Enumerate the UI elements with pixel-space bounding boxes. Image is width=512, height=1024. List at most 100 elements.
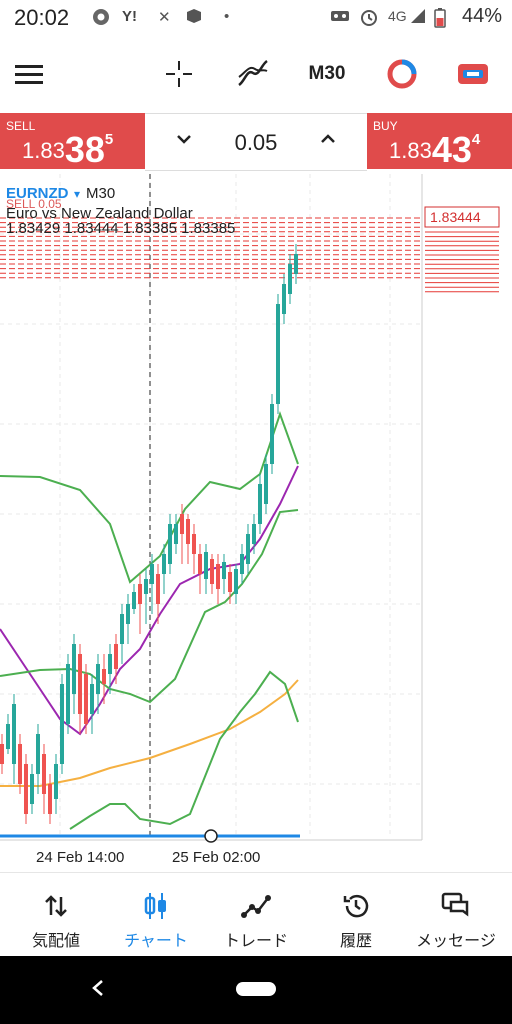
time-label-2: 25 Feb 02:00 bbox=[172, 849, 260, 864]
candle-body bbox=[120, 614, 124, 644]
candle-body bbox=[222, 562, 226, 579]
candle-body bbox=[108, 654, 112, 674]
candle-body bbox=[264, 464, 268, 504]
buy-label: BUY bbox=[373, 119, 398, 133]
timeframe-button[interactable]: M30 bbox=[308, 63, 346, 84]
price-chart[interactable]: EURNZD ▾ M30 Euro vs New Zealand Dollar … bbox=[0, 174, 512, 864]
volume-increase-button[interactable] bbox=[319, 130, 337, 153]
volume-decrease-button[interactable] bbox=[175, 130, 193, 153]
chart-drag-handle[interactable] bbox=[204, 829, 218, 843]
signal-icon bbox=[410, 8, 426, 28]
chevron-down-icon bbox=[177, 135, 191, 144]
nav-messages[interactable]: メッセージ bbox=[406, 873, 506, 957]
candle-body bbox=[66, 664, 70, 724]
nav-history-label: 履歴 bbox=[339, 933, 372, 950]
candle-body bbox=[36, 734, 40, 774]
system-navigation-bar bbox=[0, 956, 512, 1024]
symbol-dropdown-icon[interactable]: ▾ bbox=[74, 187, 80, 201]
bollinger-middle-band bbox=[0, 465, 299, 736]
candle-body bbox=[246, 534, 250, 564]
candle-body bbox=[126, 604, 130, 624]
messages-icon bbox=[406, 889, 506, 923]
battery-icon bbox=[434, 8, 446, 32]
sell-price-big: 38 bbox=[64, 129, 105, 170]
indicators-button[interactable] bbox=[236, 58, 270, 90]
bottom-navigation: 気配値 チャート トレード 履歴 メッセージ bbox=[0, 872, 512, 957]
alarm-icon bbox=[360, 8, 378, 30]
time-label-1: 24 Feb 14:00 bbox=[36, 849, 124, 864]
volume-value[interactable]: 0.05 bbox=[234, 130, 278, 155]
candle-body bbox=[24, 764, 28, 814]
candle-body bbox=[168, 524, 172, 564]
trade-icon bbox=[458, 64, 488, 84]
candle-body bbox=[294, 254, 298, 274]
chart-icon bbox=[106, 889, 206, 923]
dot-icon: • bbox=[224, 8, 230, 25]
candle-body bbox=[0, 744, 4, 764]
candle-body bbox=[210, 559, 214, 584]
nav-trade-label: トレード bbox=[223, 933, 288, 950]
candle-body bbox=[270, 404, 274, 464]
nav-trade[interactable]: トレード bbox=[206, 873, 306, 957]
chart-ohlc: 1.83429 1.83444 1.83385 1.83385 bbox=[6, 220, 235, 237]
candle-body bbox=[96, 664, 100, 694]
candle-body bbox=[12, 704, 16, 764]
objects-icon bbox=[387, 59, 417, 89]
menu-button[interactable] bbox=[14, 58, 44, 90]
candle-body bbox=[54, 764, 58, 799]
candle-body bbox=[144, 579, 148, 594]
candle-body bbox=[114, 644, 118, 669]
nav-quotes[interactable]: 気配値 bbox=[6, 873, 106, 957]
chart-symbol: EURNZD bbox=[6, 185, 69, 202]
indicators-icon bbox=[238, 59, 268, 87]
candle-body bbox=[6, 724, 10, 749]
candle-body bbox=[276, 304, 280, 404]
crosshair-icon bbox=[166, 61, 192, 87]
current-price-box bbox=[424, 206, 500, 228]
candle-body bbox=[156, 574, 160, 604]
candle-body bbox=[84, 674, 88, 724]
nav-chart[interactable]: チャート bbox=[106, 873, 206, 957]
volume-control: 0.05 bbox=[145, 113, 367, 171]
chart-toolbar: M30 bbox=[0, 44, 512, 104]
voicemail-icon bbox=[330, 8, 350, 28]
candle-body bbox=[234, 569, 238, 594]
candle-body bbox=[90, 684, 94, 714]
nav-history[interactable]: 履歴 bbox=[306, 873, 406, 957]
trade-toolbar-button[interactable] bbox=[456, 58, 490, 90]
history-icon bbox=[306, 889, 406, 923]
chrome-icon bbox=[92, 8, 110, 30]
candle-body bbox=[282, 284, 286, 314]
moving-average-slow bbox=[0, 679, 299, 787]
chart-grid bbox=[0, 174, 422, 836]
quotes-icon bbox=[6, 889, 106, 923]
battery-percent: 44% bbox=[461, 5, 502, 27]
bollinger-upper-band bbox=[0, 410, 299, 584]
yahoo-icon: Y! bbox=[122, 8, 137, 25]
crosshair-button[interactable] bbox=[163, 58, 195, 90]
tools-icon: ✕ bbox=[158, 9, 171, 26]
home-button[interactable] bbox=[236, 982, 276, 996]
trade-nav-icon bbox=[206, 889, 306, 923]
sell-label: SELL bbox=[6, 119, 36, 133]
candle-body bbox=[240, 554, 244, 574]
position-label: SELL 0.05 bbox=[6, 197, 62, 211]
candlesticks bbox=[0, 244, 298, 824]
buy-price-sup: 4 bbox=[471, 130, 481, 148]
candle-body bbox=[180, 514, 184, 534]
candle-body bbox=[162, 554, 166, 574]
back-button[interactable] bbox=[90, 978, 106, 1003]
sell-price-prefix: 1.83 bbox=[22, 138, 65, 163]
candle-body bbox=[42, 754, 46, 794]
sell-button[interactable]: SELL 1.83385 bbox=[0, 113, 145, 170]
chart-canvas[interactable]: EURNZD ▾ M30 Euro vs New Zealand Dollar … bbox=[0, 174, 512, 864]
network-label: 4G bbox=[388, 8, 407, 24]
candle-body bbox=[186, 519, 190, 544]
sell-price: 1.83385 bbox=[22, 125, 113, 170]
candle-body bbox=[216, 564, 220, 589]
candle-body bbox=[198, 554, 202, 574]
objects-button[interactable] bbox=[386, 58, 418, 90]
candle-body bbox=[192, 534, 196, 554]
buy-button[interactable]: BUY 1.83434 bbox=[367, 113, 512, 170]
buy-price-prefix: 1.83 bbox=[389, 138, 432, 163]
